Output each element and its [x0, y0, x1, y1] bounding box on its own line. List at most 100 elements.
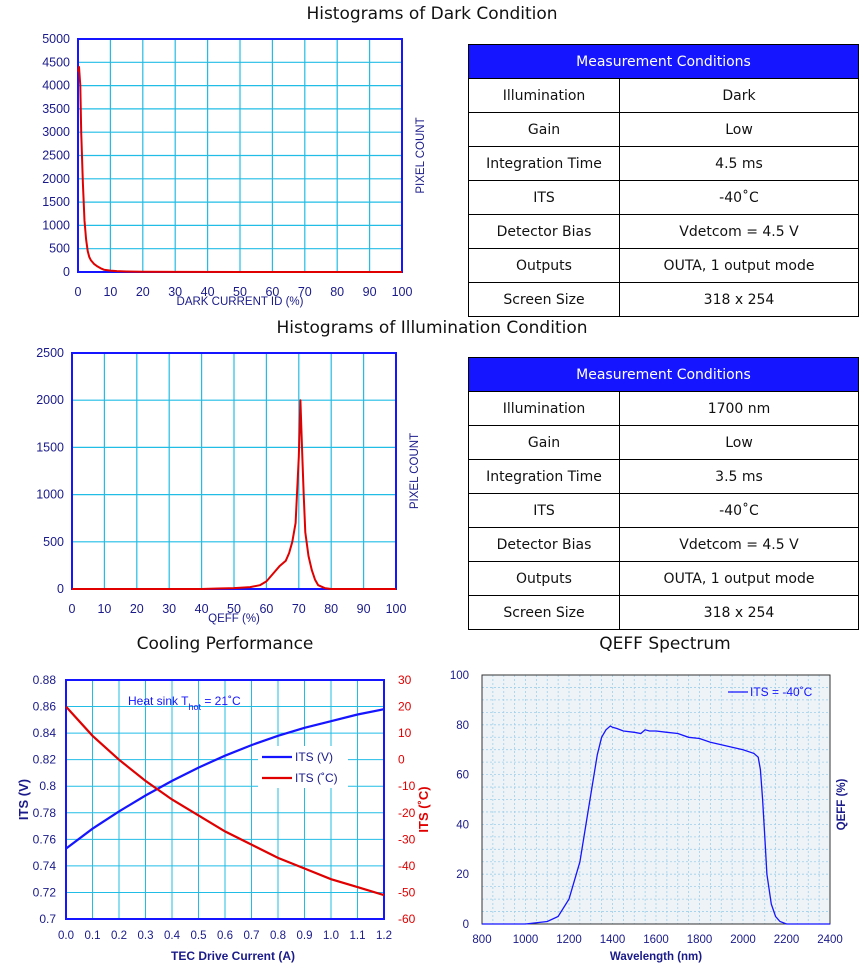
x-tick-label: 1.2: [376, 930, 392, 942]
table-header: Measurement Conditions: [468, 357, 859, 392]
y2-tick-label: 30: [398, 673, 412, 687]
plot-frame: [65, 679, 385, 920]
table-row: Illumination 1700 nm: [468, 391, 859, 426]
table-value: 318 x 254: [619, 282, 859, 317]
x-tick-label: 0.2: [111, 930, 127, 942]
x-tick-label: 0.6: [217, 930, 233, 942]
cooling-title: Cooling Performance: [136, 634, 314, 654]
y-tick-label: 5000: [42, 32, 70, 46]
y2-tick-label: -10: [398, 779, 416, 793]
y-tick-label: 0: [463, 919, 469, 931]
table-row: Integration Time 3.5 ms: [468, 459, 859, 494]
table-header: Measurement Conditions: [468, 44, 859, 79]
y-tick-label: 0.78: [33, 806, 57, 820]
y-tick-label: 1500: [42, 195, 70, 209]
y2-axis-label: ITS (˚C): [416, 786, 431, 832]
x-tick-label: 0.3: [138, 930, 154, 942]
y-tick-label: 0.84: [33, 726, 57, 740]
y-tick-label: 0.86: [33, 700, 57, 714]
table-value: Low: [619, 112, 859, 147]
table-value: Vdetcom = 4.5 V: [619, 527, 859, 562]
table-value: Low: [619, 425, 859, 460]
y-tick-label: 80: [456, 720, 469, 732]
table-value: 1700 nm: [619, 391, 859, 426]
measurement-table-illum: Measurement Conditions Illumination 1700 …: [468, 357, 859, 630]
y-tick-label: 4500: [42, 55, 70, 69]
table-row: Detector Bias Vdetcom = 4.5 V: [468, 214, 859, 249]
y-tick-label: 0.76: [33, 832, 57, 846]
x-tick-label: 800: [472, 934, 491, 946]
y2-tick-label: -50: [398, 885, 416, 899]
table-key: Detector Bias: [468, 214, 620, 249]
table-row: ITS -40˚C: [468, 180, 859, 215]
x-tick-label: 60: [259, 602, 273, 616]
legend-label: ITS (˚C): [295, 771, 338, 785]
x-tick-label: 70: [292, 602, 306, 616]
x-tick-label: 0.9: [297, 930, 313, 942]
dark-histogram-title: Histograms of Dark Condition: [306, 4, 558, 24]
x-tick-label: 1200: [556, 934, 582, 946]
table-value: -40˚C: [619, 180, 859, 215]
illum-histogram-title: Histograms of Illumination Condition: [276, 318, 588, 338]
x-tick-label: 0.4: [164, 930, 181, 942]
x-tick-label: 100: [386, 602, 407, 616]
x-tick-label: 0.5: [191, 930, 207, 942]
histogram-series-line: [72, 399, 396, 590]
legend-label: ITS = -40˚C: [750, 685, 813, 699]
legend-label: ITS (V): [295, 750, 333, 764]
x-tick-label: 0: [75, 285, 82, 299]
x-axis-label: TEC Drive Current (A): [171, 949, 295, 963]
x-tick-label: 1400: [600, 934, 626, 946]
y-tick-label: 0.8: [39, 779, 56, 793]
plot-frame: [481, 674, 831, 925]
table-key: Integration Time: [468, 146, 620, 181]
y-tick-label: 2500: [36, 346, 64, 360]
x-tick-label: 80: [324, 602, 338, 616]
y-axis-label: PIXEL COUNT: [409, 433, 421, 509]
table-value: 3.5 ms: [619, 459, 859, 494]
y2-tick-label: 20: [398, 700, 412, 714]
legend-box: [258, 746, 348, 788]
y2-tick-label: -60: [398, 912, 416, 926]
table-value: OUTA, 1 output mode: [619, 248, 859, 283]
table-key: Outputs: [468, 248, 620, 283]
table-row: Gain Low: [468, 425, 859, 460]
y-tick-label: 500: [49, 242, 70, 256]
x-axis-label: Wavelength (nm): [610, 951, 702, 963]
x-tick-label: 70: [298, 285, 312, 299]
y-tick-label: 20: [456, 869, 469, 881]
table-key: ITS: [468, 493, 620, 528]
x-tick-label: 80: [330, 285, 344, 299]
x-tick-label: 20: [130, 602, 144, 616]
x-tick-label: 30: [168, 285, 182, 299]
y-tick-label: 40: [456, 819, 469, 831]
x-tick-label: 10: [97, 602, 111, 616]
table-key: Detector Bias: [468, 527, 620, 562]
x-tick-label: 0.1: [85, 930, 101, 942]
x-axis-label: QEFF (%): [208, 613, 260, 625]
x-tick-label: 40: [195, 602, 209, 616]
y2-tick-label: -30: [398, 832, 416, 846]
y2-tick-label: 10: [398, 726, 412, 740]
table-row: Integration Time 4.5 ms: [468, 146, 859, 181]
table-row: Gain Low: [468, 112, 859, 147]
table-row: Screen Size 318 x 254: [468, 282, 859, 317]
x-axis-label: DARK CURRENT ID (%): [177, 296, 304, 308]
heat-sink-annotation: Heat sink Thot = 21˚C: [128, 694, 241, 712]
y-axis-label: PIXEL COUNT: [415, 117, 427, 193]
x-tick-label: 1.0: [323, 930, 339, 942]
y-axis-label: QEFF (%): [836, 778, 848, 830]
table-key: ITS: [468, 180, 620, 215]
x-tick-label: 30: [162, 602, 176, 616]
y-tick-label: 2500: [42, 149, 70, 163]
table-row: Detector Bias Vdetcom = 4.5 V: [468, 527, 859, 562]
histogram-series-line: [77, 66, 402, 273]
table-key: Screen Size: [468, 282, 620, 317]
x-tick-label: 60: [265, 285, 279, 299]
x-tick-label: 0.7: [244, 930, 260, 942]
y-tick-label: 3500: [42, 102, 70, 116]
x-tick-label: 40: [201, 285, 215, 299]
x-tick-label: 50: [233, 285, 247, 299]
table-key: Integration Time: [468, 459, 620, 494]
